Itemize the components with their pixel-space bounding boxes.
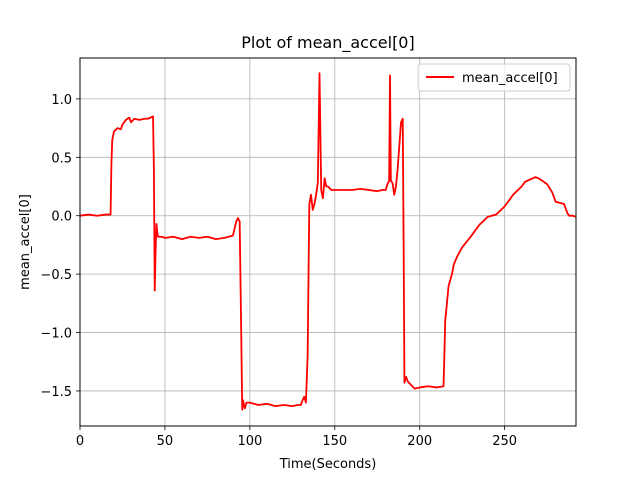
y-tick-label: 0.5 [51, 151, 72, 166]
legend-box [417, 63, 571, 92]
x-tick-label: 250 [492, 434, 517, 449]
x-axis-label: Time(Seconds) [279, 457, 377, 472]
x-tick-label: 200 [407, 434, 432, 449]
x-tick-label: 50 [157, 434, 174, 449]
y-tick-label: 0.0 [51, 210, 72, 225]
series-line [80, 72, 576, 411]
chart-title: Plot of mean_accel[0] [241, 33, 414, 53]
ticks: 0 50 100 150 200 250 −1.5 −1.0 −0.5 0.0 0.5 1.0 [40, 93, 517, 449]
plot-area [80, 72, 576, 411]
y-tick-label: 1.0 [51, 93, 72, 108]
x-tick-label: 0 [76, 434, 84, 449]
y-tick-label: −0.5 [40, 268, 72, 283]
axes-frame [79, 57, 577, 427]
y-tick-label: −1.5 [40, 385, 72, 400]
x-tick-label: 150 [322, 434, 347, 449]
y-tick-label: −1.0 [40, 327, 72, 342]
x-tick-label: 100 [237, 434, 262, 449]
legend-entry-label: mean_accel[0] [462, 71, 558, 86]
y-axis-label: mean_accel[0] [18, 194, 33, 290]
legend: mean_accel[0] [417, 63, 571, 92]
